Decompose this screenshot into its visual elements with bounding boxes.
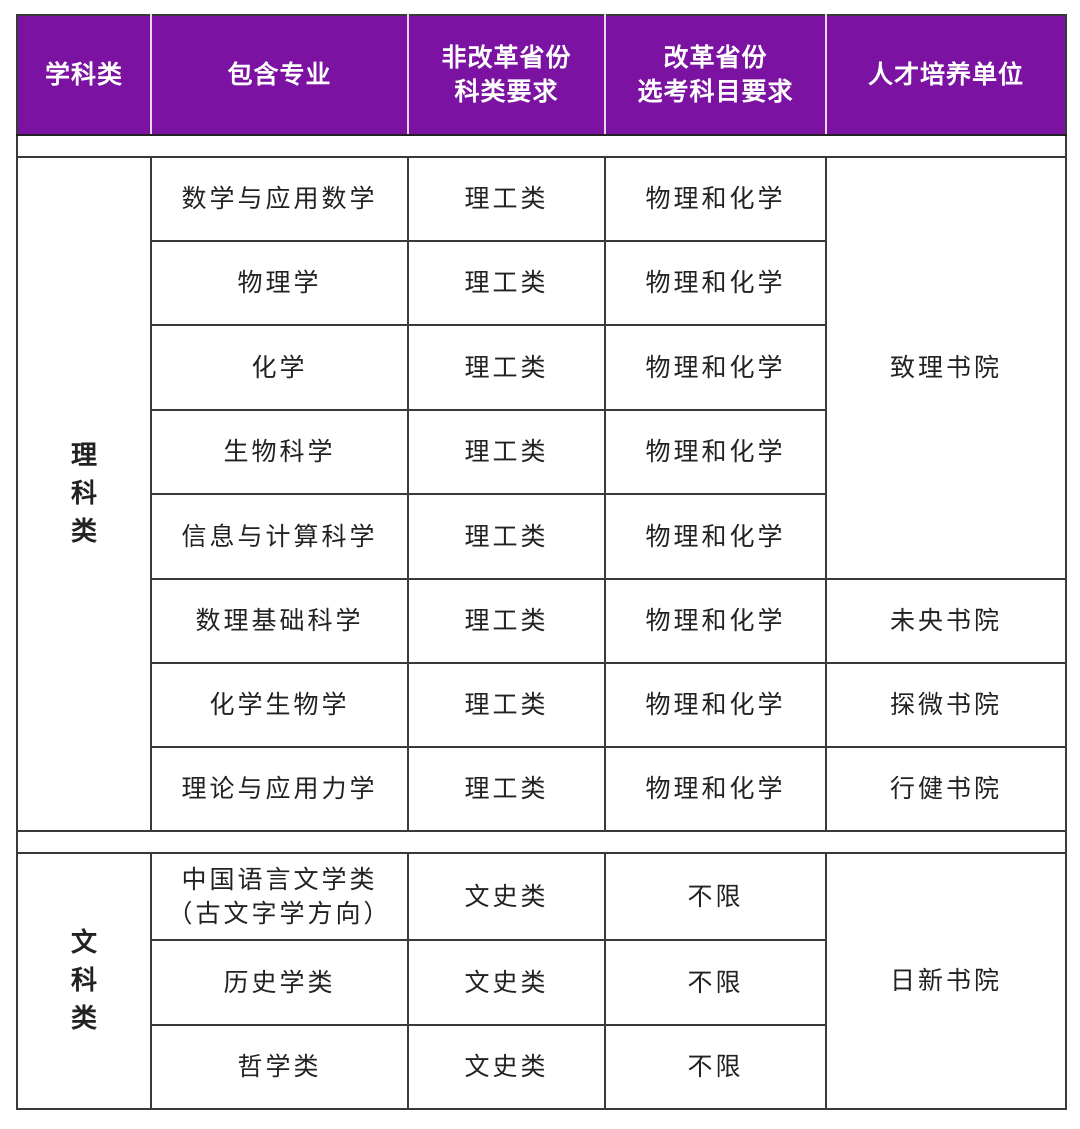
- subject-requirement-cell: 物理和化学: [604, 746, 827, 832]
- table-row: 理论与应用力学 理工类 物理和化学 行健书院: [17, 746, 1067, 832]
- track-requirement-cell: 理工类: [407, 324, 606, 411]
- table-row: 理科类 数学与应用数学 理工类 物理和化学 致理书院: [16, 156, 1067, 832]
- subject-requirement-cell: 物理和化学: [604, 156, 827, 242]
- spacer-cell: [16, 134, 1067, 158]
- major-cell: 理论与应用力学: [150, 746, 409, 832]
- track-requirement-cell: 理工类: [407, 746, 606, 832]
- track-requirement-cell: 理工类: [407, 409, 606, 495]
- header-row: 学科类 包含专业 非改革省份 科类要求 改革省份 选考科目要求 人才培养单位: [16, 14, 1067, 136]
- track-requirement-cell: 理工类: [407, 493, 606, 580]
- track-requirement-cell: 文史类: [407, 852, 606, 941]
- header-track-requirement: 非改革省份 科类要求: [407, 14, 606, 136]
- subject-requirement-cell: 不限: [604, 852, 827, 941]
- major-cell: 化学生物学: [150, 662, 409, 748]
- category-label: 文科类: [70, 928, 97, 1034]
- major-cell: 哲学类: [150, 1024, 409, 1110]
- spacer-row: [16, 830, 1067, 854]
- college-cell: 日新书院: [825, 852, 1067, 1110]
- header-subject-requirement: 改革省份 选考科目要求: [604, 14, 827, 136]
- subject-requirement-cell: 不限: [604, 939, 827, 1026]
- major-cell: 历史学类: [150, 939, 409, 1026]
- college-cell: 未央书院: [825, 578, 1067, 664]
- spacer-row: [16, 134, 1067, 158]
- category-cell: 文科类: [16, 852, 152, 1110]
- subject-requirement-cell: 物理和化学: [604, 662, 827, 748]
- table-row: 信息与计算科学 理工类 物理和化学: [17, 493, 1066, 580]
- track-requirement-cell: 理工类: [407, 240, 606, 326]
- major-cell: 数理基础科学: [150, 578, 409, 664]
- track-requirement-cell: 理工类: [407, 156, 606, 242]
- header-major: 包含专业: [150, 14, 409, 136]
- table-row: 数理基础科学 理工类 物理和化学 未央书院: [17, 578, 1067, 664]
- college-cell: 致理书院: [825, 156, 1067, 580]
- header-college: 人才培养单位: [825, 14, 1067, 136]
- table-row: 化学 理工类 物理和化学: [17, 324, 1066, 411]
- major-cell: 化学: [150, 324, 409, 411]
- table-row: 物理学 理工类 物理和化学: [17, 240, 1066, 326]
- college-cell: 行健书院: [825, 746, 1067, 832]
- subject-requirement-cell: 物理和化学: [604, 578, 827, 664]
- major-cell: 中国语言文学类 （古文字学方向）: [150, 852, 409, 941]
- subject-requirement-cell: 物理和化学: [604, 240, 827, 326]
- table-row: 哲学类 文史类 不限: [17, 1024, 1066, 1110]
- table-row: 历史学类 文史类 不限: [17, 939, 1066, 1026]
- header-category: 学科类: [16, 14, 152, 136]
- subject-requirement-cell: 物理和化学: [604, 324, 827, 411]
- college-cell: 探微书院: [825, 662, 1067, 748]
- track-requirement-cell: 理工类: [407, 662, 606, 748]
- major-cell: 生物科学: [150, 409, 409, 495]
- major-cell: 数学与应用数学: [150, 156, 409, 242]
- subject-requirement-cell: 不限: [604, 1024, 827, 1110]
- major-cell: 物理学: [150, 240, 409, 326]
- category-label: 理科类: [70, 441, 97, 547]
- table-row: 文科类 中国语言文学类 （古文字学方向） 文史类 不限 日新书院: [16, 852, 1067, 1110]
- category-cell: 理科类: [16, 156, 152, 832]
- track-requirement-cell: 文史类: [407, 939, 606, 1026]
- table-row: 化学生物学 理工类 物理和化学 探微书院: [17, 662, 1067, 748]
- subject-requirement-cell: 物理和化学: [604, 493, 827, 580]
- spacer-cell: [16, 830, 1067, 854]
- track-requirement-cell: 文史类: [407, 1024, 606, 1110]
- track-requirement-cell: 理工类: [407, 578, 606, 664]
- table-row: 生物科学 理工类 物理和化学: [17, 409, 1066, 495]
- admissions-table: 学科类 包含专业 非改革省份 科类要求 改革省份 选考科目要求 人才培养单位理科类 数学与…: [16, 14, 1067, 1110]
- major-cell: 信息与计算科学: [150, 493, 409, 580]
- subject-requirement-cell: 物理和化学: [604, 409, 827, 495]
